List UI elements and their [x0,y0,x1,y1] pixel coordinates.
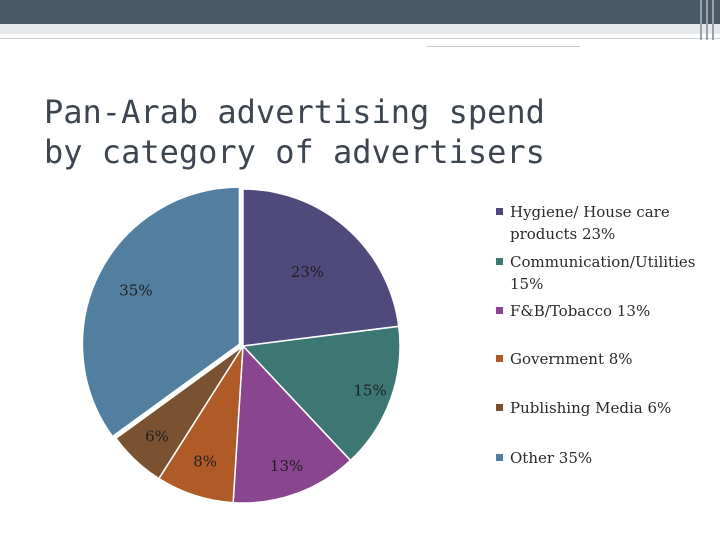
legend-swatch [496,258,503,265]
data-label-government: 8% [193,452,217,470]
data-label-publishing-media: 6% [145,428,169,446]
legend-label: Other 35% [510,449,593,467]
legend-swatch [496,307,503,314]
pie-slice-fnb-tobacco [232,344,352,504]
legend-label: Publishing Media 6% [510,399,672,417]
pie-slice-publishing-media [114,345,244,480]
pie-data-labels: 23% 15% 13% 8% 6% 35% [119,263,386,475]
slide-title: Pan-Arab advertising spend by category o… [44,93,545,171]
pie-slice-other [81,186,241,438]
legend-swatch [496,454,503,461]
pie-slices [81,186,401,504]
data-label-fnb-tobacco: 13% [270,457,303,475]
legend-label: Government 8% [510,350,633,368]
data-label-other: 35% [119,281,152,299]
data-label-communication: 15% [353,382,386,400]
legend-swatch [496,404,503,411]
decorative-ticks [698,0,716,40]
data-label-hygiene: 23% [291,263,324,281]
decorative-line [0,38,720,39]
legend-label: Communication/Utilities 15% [510,253,696,293]
pie-slice-hygiene [242,188,400,347]
legend-label: F&B/Tobacco 13% [510,302,651,320]
pie-slice-communication [241,325,401,462]
decorative-line [426,46,580,47]
slide-top-accent [0,24,720,34]
slide-top-bar [0,0,720,24]
legend-swatch [496,355,503,362]
legend-label: Hygiene/ House care products 23% [510,203,670,243]
legend-swatch [496,208,503,215]
